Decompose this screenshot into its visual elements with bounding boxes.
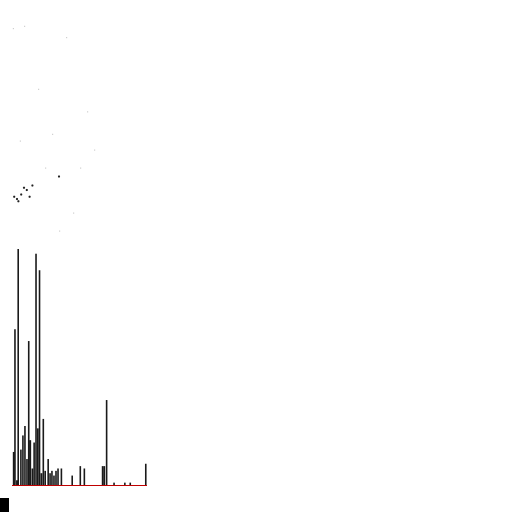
bar-26 — [79, 466, 82, 485]
bar-14 — [38, 270, 41, 485]
bar-20 — [51, 470, 53, 485]
bar-23 — [57, 468, 59, 485]
bar-24 — [60, 468, 63, 485]
scatter-point-4 — [25, 188, 28, 192]
bar-15 — [40, 473, 43, 485]
scatter-point-3 — [22, 186, 26, 189]
scatter-plot — [12, 25, 96, 232]
bar-22 — [55, 470, 57, 485]
faint-point-10 — [73, 212, 75, 214]
scatter-point-2 — [20, 193, 23, 196]
bar-19 — [49, 473, 51, 485]
scatter-point-8 — [57, 175, 61, 178]
scatter-point-6 — [17, 200, 20, 203]
bar-11 — [33, 442, 35, 485]
faint-point-11 — [59, 230, 61, 232]
bar-17 — [44, 470, 46, 485]
bar-1 — [14, 329, 16, 485]
faint-point-3 — [38, 88, 40, 90]
faint-point-1 — [24, 25, 26, 27]
faint-point-5 — [19, 140, 21, 142]
scatter-point-1 — [15, 197, 19, 201]
scatter-point-7 — [31, 184, 34, 187]
bar-chart — [12, 249, 147, 486]
faint-point-2 — [66, 37, 68, 39]
bar-0 — [12, 451, 15, 485]
bar-21 — [53, 475, 55, 485]
bar-25 — [71, 475, 73, 485]
faint-point-7 — [80, 167, 82, 169]
bar-34 — [144, 463, 147, 485]
bar-18 — [47, 459, 49, 485]
bar-7 — [26, 459, 28, 485]
bar-33 — [129, 482, 132, 485]
bar-29 — [103, 466, 106, 485]
scatter-point-0 — [13, 195, 16, 198]
bar-8 — [27, 341, 30, 485]
bar-27 — [83, 468, 86, 485]
bar-13 — [36, 428, 39, 485]
bar-10 — [31, 468, 34, 485]
corner-marker — [0, 498, 9, 512]
bar-5 — [22, 435, 24, 485]
bar-30 — [105, 400, 108, 485]
bar-6 — [24, 426, 26, 485]
bar-12 — [35, 253, 37, 485]
faint-point-8 — [94, 149, 96, 151]
bar-31 — [113, 482, 115, 485]
bar-9 — [29, 440, 32, 485]
scatter-point-5 — [28, 195, 31, 198]
faint-point-4 — [87, 111, 89, 113]
bar-4 — [20, 449, 22, 485]
bar-32 — [124, 482, 126, 485]
faint-point-9 — [45, 167, 47, 169]
bar-28 — [101, 466, 104, 485]
bar-2 — [16, 480, 18, 485]
bar-3 — [17, 249, 19, 485]
faint-point-6 — [52, 133, 54, 135]
bar-16 — [42, 418, 45, 485]
faint-point-0 — [12, 28, 14, 30]
